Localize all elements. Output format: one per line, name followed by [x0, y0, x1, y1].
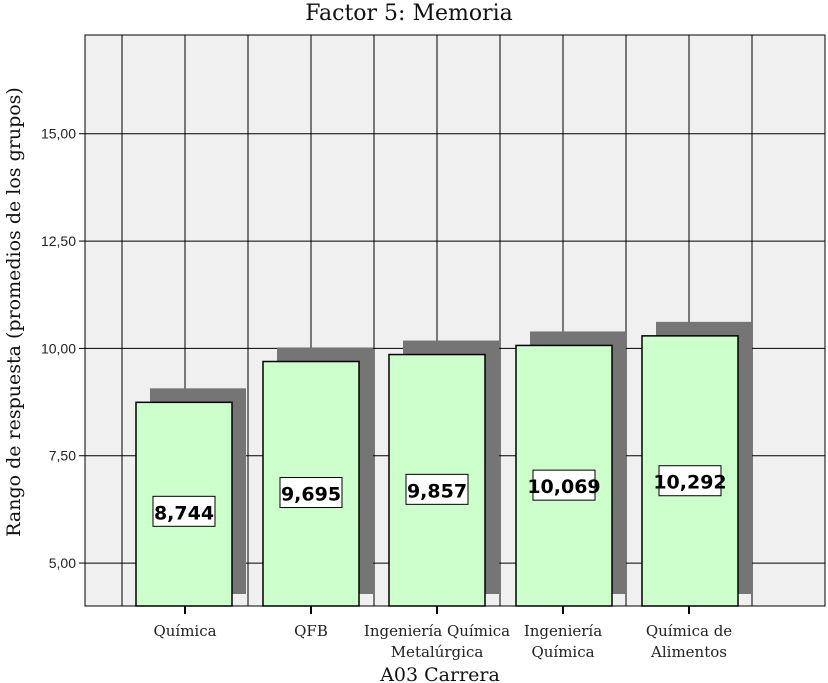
chart-title: Factor 5: Memoria [305, 1, 513, 26]
x-tick-label: QFB [294, 622, 328, 640]
data-label-box [532, 469, 596, 501]
x-tick-label: Ingeniería Química [524, 622, 602, 661]
x-axis-label: A03 Carrera [379, 664, 500, 683]
y-axis-label: Rango de respuesta (promedios de los gru… [3, 87, 25, 537]
x-tick-label: Ingeniería Química Metalúrgica [364, 622, 510, 661]
data-label-box [152, 495, 216, 527]
x-tick-label: Química de Alimentos [646, 622, 732, 661]
y-tick-label: 7,50 [49, 448, 76, 464]
y-tick-label: 10,00 [41, 340, 76, 356]
data-label-box [405, 473, 469, 505]
data-label: 10,069 [527, 476, 600, 498]
data-label-box [658, 465, 722, 497]
y-tick-label: 12,50 [41, 233, 76, 249]
data-label: 9,695 [281, 484, 341, 506]
y-tick-label: 5,00 [49, 555, 76, 571]
x-tick-label: Química [153, 622, 216, 640]
y-tick-label: 15,00 [41, 126, 76, 142]
data-label: 8,744 [154, 502, 214, 524]
data-label-box [279, 477, 343, 509]
data-label: 10,292 [653, 472, 726, 494]
data-label: 9,857 [407, 480, 467, 502]
